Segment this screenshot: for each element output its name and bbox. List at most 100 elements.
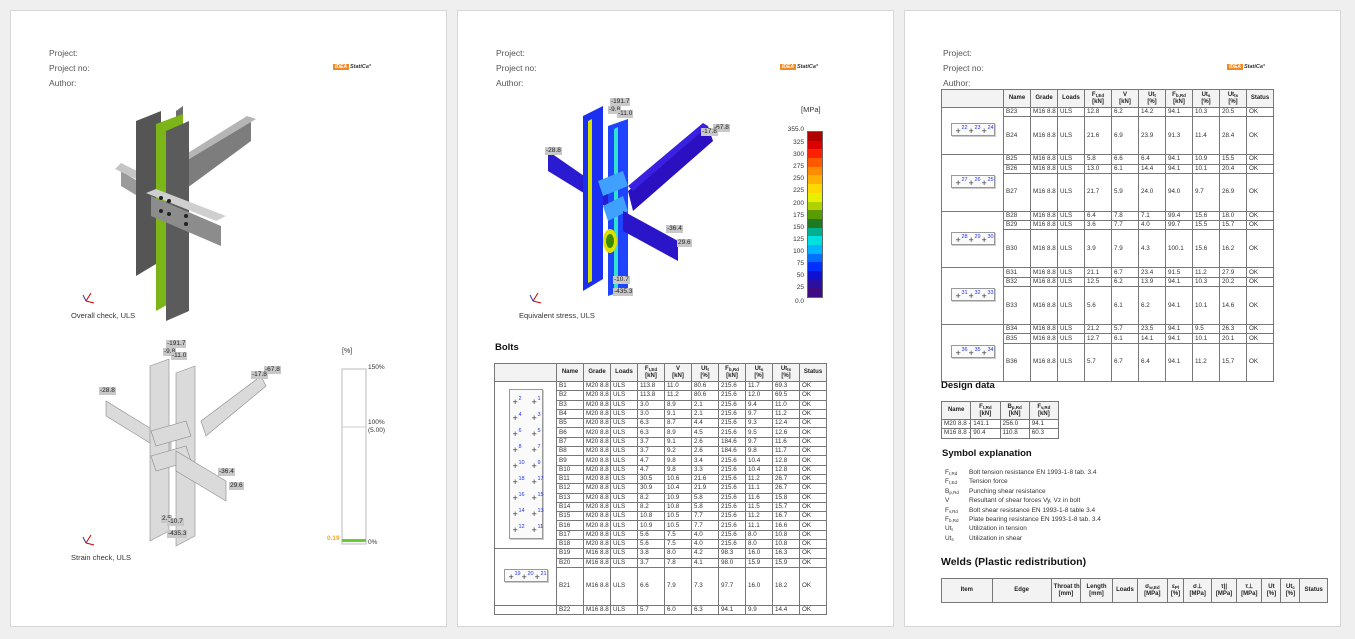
cell: ULS [610,436,638,448]
column-header: Grade [1030,89,1058,108]
cell: OK [1246,172,1274,212]
cell: 15.5 [1219,154,1247,165]
symbol-sub: t,Rd [948,471,958,476]
color-bar-segment [808,236,822,245]
header-main: Grade [588,369,606,375]
cell: M20 8.8 - 1 [583,539,611,550]
cell: OK [1246,286,1274,326]
header-main: Length [1086,583,1107,590]
header-unit: [MPa] [1189,590,1206,597]
column-header: Utc [%] [1280,578,1301,603]
cell: OK [1246,276,1274,288]
color-bar-segment [808,158,822,167]
color-bar-segment [808,262,822,271]
bolt-marker: +14 [512,507,525,519]
bolt-marker: +20 [521,571,534,583]
cell: 256.0 [999,418,1030,430]
cell: B21 [556,566,584,606]
idea-statica-logo: IDEA StatiCa° [333,64,372,70]
symbol-main: Ut [945,525,952,533]
cell: 3.9 [1084,229,1112,269]
cell: OK [799,566,827,606]
design-data-table: Name Ft,Rd [kN] Bp,Rd [kN] Fv,Rd [kN] M20 8.8 -… [940,401,1060,439]
cell: M16 8.8 - 2 [1030,229,1058,269]
header-unit: [kN] [979,411,992,417]
cell: 26.7 [772,473,800,485]
cell: OK [799,604,827,616]
stress-label: -9.8 [608,106,622,114]
cell: OK [799,380,827,392]
cell: 8.2 [637,501,665,513]
symbol-sub: t [951,527,953,533]
cell: 3.6 [1084,220,1112,231]
project-no-label: Project no: [943,63,984,73]
cell: 11.0 [664,380,692,392]
cell: 98.0 [718,557,746,568]
table-header-row: Name Ft,Rd [kN] Bp,Rd [kN] Fv,Rd [kN] [940,401,1060,420]
cell: ULS [1057,286,1085,326]
bolts-table-continued: Name Grade Loads Ft,Ed [kN] V [kN] Utt [%] Fb,Rd[… [941,89,1274,382]
symbol: Utt [945,525,969,532]
cell: B34 [1003,324,1031,335]
header-unit: [%] [1147,99,1157,105]
symbol-item: Bp,Rd Punching shear resistance [945,488,1046,495]
cell: 11.2 [745,473,773,485]
cell: 10.8 [664,501,692,513]
column-header: Uts [%] [1192,89,1220,108]
bolt-number: 2 [518,395,522,402]
legend-tick-label: 225 [793,187,804,195]
bolt-number: 25 [987,177,994,184]
bolt-number: 9 [537,459,541,466]
cell: 11.2 [1192,342,1220,382]
header-unit: [%] [1170,591,1181,597]
cell: 2.6 [691,446,719,457]
symbol: Ft,Ed [945,478,969,485]
cell: B20 [556,557,584,568]
bolt-number: 27 [961,177,968,184]
header-unit: [%] [1266,590,1277,597]
color-bar-segment [808,244,822,254]
cell: 184.6 [718,436,746,448]
cell: OK [1246,154,1274,165]
bolt-marker: +31 [955,290,968,302]
cell: 11.1 [745,520,773,531]
legend-tick-label: 300 [793,151,804,159]
column-header: Ft,Ed [kN] [1084,89,1112,108]
bolt-layout-diagram: +22 +23 +24 [950,123,995,137]
cell: 5.7 [637,604,665,616]
cell: B6 [556,427,584,438]
cell: ULS [1057,324,1085,335]
strain-label: -28.8 [99,387,116,395]
strain-check-caption: Strain check, ULS [71,553,132,562]
cell: 9.1 [664,436,692,448]
column-header: Status [1246,89,1274,108]
cell: 20.2 [1219,276,1247,288]
cell: B17 [556,529,584,541]
cell: 12.7 [1084,333,1112,344]
bolt-marker: +34 [981,346,994,358]
bolt-layout-diagram: +28 +29 +30 [950,231,995,245]
cell: ULS [1057,172,1085,212]
cell: 3.0 [637,408,665,420]
cell: ULS [610,380,638,392]
cell: B35 [1003,333,1031,344]
cell: 10.9 [664,492,692,503]
cell: 2.6 [691,436,719,448]
cell: 6.4 [1138,154,1166,165]
cell: 23.9 [1138,116,1166,156]
cell: 100.1 [1165,229,1193,269]
bolt-marker: +15 [531,491,544,503]
column-header: Item [941,578,993,603]
symbol-item: Fv,Rd Bolt shear resistance EN 1993-1-8 t… [945,507,1095,514]
stress-label: -11.0 [617,110,634,118]
cell: 215.6 [718,455,746,466]
header-main: F [979,404,983,410]
header-unit: [MPa] [1241,590,1258,597]
legend-tick-label: 355.0 [787,126,804,133]
strain-legend-fill [342,539,366,542]
cell: 7.7 [1111,220,1139,231]
